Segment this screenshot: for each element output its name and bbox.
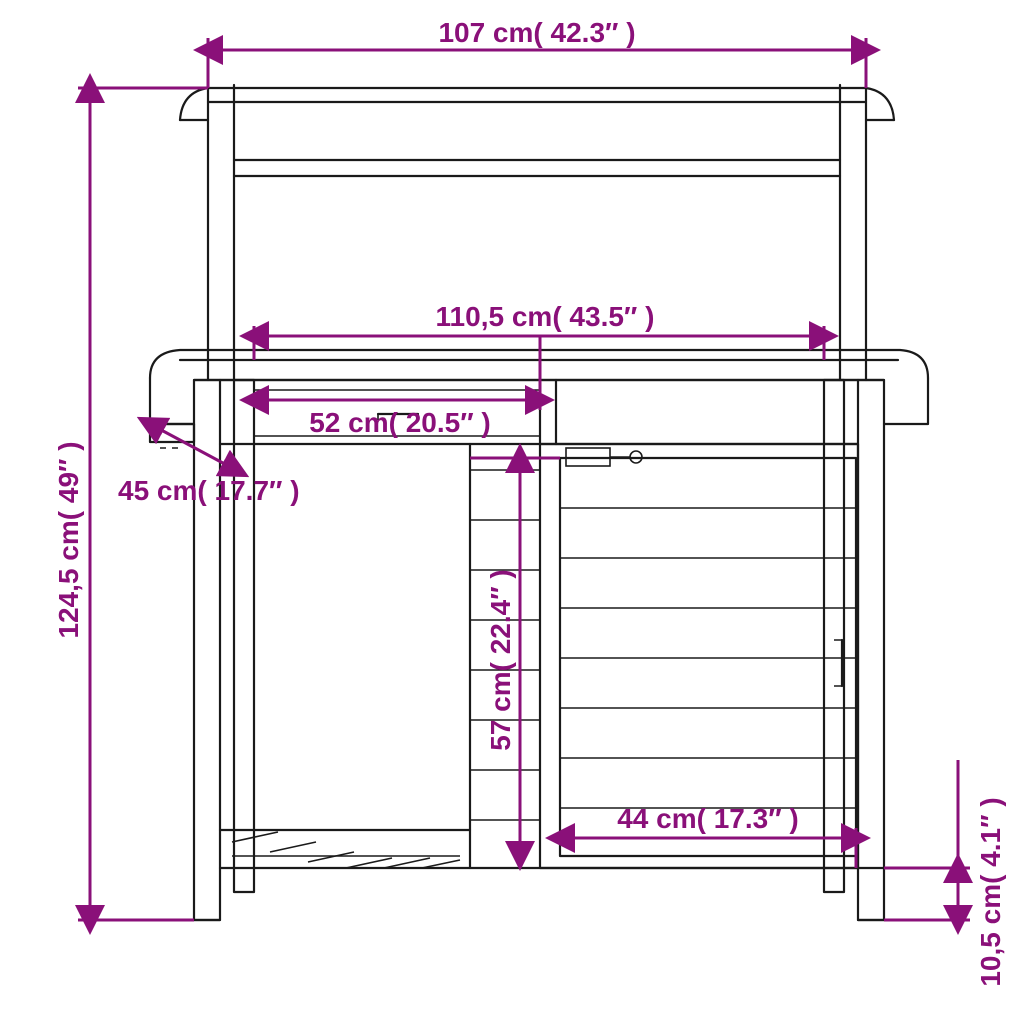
door-handle-icon — [834, 640, 842, 686]
dimensions: 107 cm( 42.3″ ) 124,5 cm( 49″ ) 110,5 cm… — [53, 17, 1006, 987]
dim-cabinet-height-label: 57 cm( 22.4″ ) — [485, 569, 516, 751]
dim-drawer-width: 52 cm( 20.5″ ) — [254, 336, 540, 438]
dim-drawer-width-label: 52 cm( 20.5″ ) — [309, 407, 491, 438]
dim-total-height-label: 124,5 cm( 49″ ) — [53, 441, 84, 638]
dim-foot-height: 10,5 cm( 4.1″ ) — [884, 760, 1006, 987]
dim-depth-label: 45 cm( 17.7″ ) — [118, 475, 300, 506]
dim-top-width: 107 cm( 42.3″ ) — [208, 17, 866, 88]
dim-foot-height-label: 10,5 cm( 4.1″ ) — [975, 797, 1006, 986]
dim-worktop-width-label: 110,5 cm( 43.5″ ) — [436, 301, 655, 332]
diagram-canvas: 107 cm( 42.3″ ) 124,5 cm( 49″ ) 110,5 cm… — [0, 0, 1024, 1024]
dim-cabinet-width: 44 cm( 17.3″ ) — [560, 803, 856, 868]
dim-cabinet-width-label: 44 cm( 17.3″ ) — [617, 803, 799, 834]
bottom-shelf — [220, 830, 884, 868]
dim-cabinet-height: 57 cm( 22.4″ ) — [470, 458, 560, 856]
dim-top-width-label: 107 cm( 42.3″ ) — [438, 17, 635, 48]
